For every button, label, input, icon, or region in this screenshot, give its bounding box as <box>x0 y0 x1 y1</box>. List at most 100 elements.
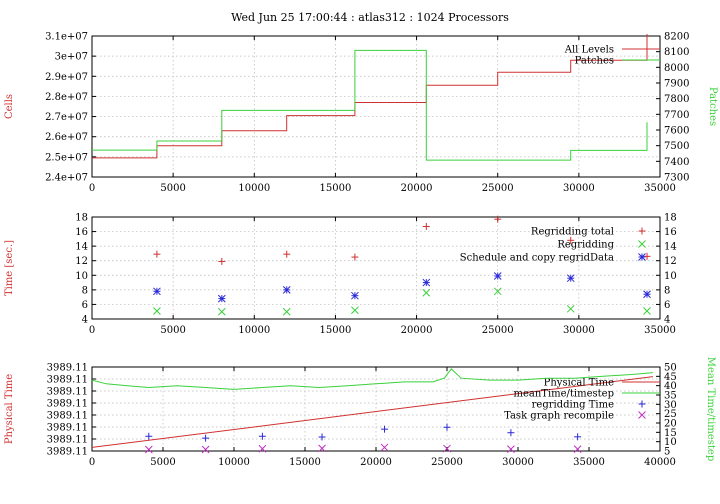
y2-tick-label: 7600 <box>664 126 689 137</box>
panel-2: 0 5000 10000 15000 20000 25000 30000 3500046810… <box>4 213 677 337</box>
y-tick-label: 18 <box>75 213 88 224</box>
legend-label: Task graph recompile <box>504 411 614 422</box>
y2-axis-label: Mean Time/timestep <box>705 357 716 461</box>
series-regridding-point-d2 <box>282 307 291 316</box>
y2-tick-label: 7400 <box>664 157 689 168</box>
series-task-graph-recompile-point-d2 <box>573 445 582 453</box>
y2-tick-label: 4 <box>664 315 670 326</box>
x-tick-label: 20000 <box>360 457 392 468</box>
x-tick-label: 5000 <box>160 325 185 336</box>
y2-tick-label: 8100 <box>664 47 689 58</box>
y2-tick-label: 16 <box>664 227 677 238</box>
y-tick-label: 14 <box>75 242 88 253</box>
series-schedule-and-copy-regriddata-point-d2 <box>217 294 226 303</box>
x-tick-label: 25000 <box>482 325 514 336</box>
x-tick-label: 35000 <box>644 325 676 336</box>
series-regridding-point-d2 <box>422 288 431 297</box>
y2-tick-label: 18 <box>664 213 677 224</box>
y2-tick-label: 6 <box>664 300 670 311</box>
x-tick-label: 10000 <box>238 183 270 194</box>
series-regridding-point-d2 <box>566 304 575 313</box>
panel-1: 0 5000 10000 15000 20000 25000 30000 35000 2.4e+… <box>4 32 718 195</box>
y-tick-label: 10 <box>75 271 88 282</box>
series-regridding-point-d2 <box>643 307 651 315</box>
legend-label: Regridding <box>557 240 614 251</box>
x-tick-label: 20000 <box>401 325 433 336</box>
legend-label: meanTime/timestep <box>513 389 614 400</box>
y-tick-label: 8 <box>82 285 88 296</box>
plot-frame <box>91 35 661 178</box>
series-task-graph-recompile-point-d2 <box>443 444 451 453</box>
series-schedule-and-copy-regriddata-point-d2 <box>422 278 431 287</box>
legend-marker-d2 <box>638 240 646 248</box>
x-tick-label: 15000 <box>289 457 321 468</box>
y2-tick-label: 45 <box>664 372 677 383</box>
y-tick-label: 4 <box>82 315 88 326</box>
x-tick-label: 0 <box>89 457 95 468</box>
legend-label: Schedule and copy regridData <box>460 253 614 264</box>
y-tick-label: 2.5e+07 <box>45 152 88 163</box>
y-tick-label: 12 <box>75 256 88 267</box>
legend-marker-d2 <box>638 253 646 261</box>
y2-tick-label: 10 <box>664 271 677 282</box>
panel-3: 0 5000 10000 15000 20000 25000 30000 35000 40000… <box>4 357 716 468</box>
x-tick-label: 20000 <box>401 183 433 194</box>
x-tick-label: 25000 <box>482 183 514 194</box>
series-schedule-and-copy-regriddata-point-d2 <box>566 274 575 283</box>
x-tick-label: 0 <box>89 325 95 336</box>
y-axis-label: Cells <box>4 94 15 119</box>
y2-tick-label: 50 <box>664 363 677 374</box>
series-schedule-and-copy-regriddata-point-d2 <box>282 286 291 294</box>
x-tick-label: 35000 <box>644 183 676 194</box>
series-regridding-point-d2 <box>351 306 359 315</box>
x-tick-label: 15000 <box>320 325 352 336</box>
series-task-graph-recompile-point-d2 <box>507 445 515 453</box>
series-task-graph-recompile-point-d2 <box>144 445 153 454</box>
x-tick-label: 10000 <box>238 325 270 336</box>
y-tick-label: 3e+07 <box>55 52 88 63</box>
y-tick-label: 3989.11 <box>47 387 88 398</box>
y2-tick-label: 5 <box>664 447 670 458</box>
y-tick-label: 6 <box>82 300 88 311</box>
series-schedule-and-copy-regriddata-point-d2 <box>493 272 502 280</box>
legend-label: Regridding total <box>531 227 614 238</box>
y-tick-label: 3989.11 <box>47 447 88 458</box>
y2-tick-label: 14 <box>664 242 677 253</box>
y-tick-label: 2.7e+07 <box>45 112 88 123</box>
series-regridding-point-d2 <box>493 287 502 296</box>
y2-tick-label: 10 <box>664 437 677 448</box>
figure-title: Wed Jun 25 17:00:44 : atlas312 : 1024 Pr… <box>231 11 509 24</box>
x-tick-label: 0 <box>89 183 95 194</box>
y-tick-label: 2.4e+07 <box>45 173 88 184</box>
y2-tick-label: 35 <box>664 391 677 402</box>
series-schedule-and-copy-regriddata-point-d2 <box>351 291 359 300</box>
y-axis-label: Physical Time <box>4 374 15 444</box>
series-task-graph-recompile-point-d2 <box>380 443 389 452</box>
y-tick-label: 3.1e+07 <box>45 32 88 43</box>
y-tick-label: 3989.11 <box>47 363 88 374</box>
series-physical-time-line <box>91 376 653 448</box>
y-axis-label: Time [sec.] <box>4 240 15 296</box>
y2-tick-label: 7900 <box>664 79 689 90</box>
plot-frame <box>91 366 661 452</box>
y2-tick-label: 8 <box>664 285 670 296</box>
y2-tick-label: 8200 <box>664 32 689 43</box>
y-tick-label: 16 <box>75 227 88 238</box>
y2-axis-label: Patches <box>707 87 718 126</box>
x-tick-label: 30000 <box>563 183 595 194</box>
series-task-graph-recompile-point-d2 <box>258 444 267 453</box>
series-task-graph-recompile-point-d2 <box>318 444 326 453</box>
x-tick-label: 35000 <box>573 457 605 468</box>
plot-frame <box>91 216 661 320</box>
legend-label: Physical Time <box>544 378 614 389</box>
legend-marker-d2 <box>638 411 646 419</box>
series-patches-line <box>92 49 648 161</box>
series-schedule-and-copy-regriddata-point-d2 <box>643 290 651 299</box>
series-meantime-timestep-line <box>91 368 653 390</box>
y2-tick-label: 40 <box>664 381 677 392</box>
x-tick-label: 10000 <box>218 457 250 468</box>
x-tick-label: 40000 <box>644 457 676 468</box>
legend-label: Patches <box>575 56 614 67</box>
series-regridding-point-d2 <box>217 307 226 316</box>
y-tick-label: 2.6e+07 <box>45 132 88 143</box>
